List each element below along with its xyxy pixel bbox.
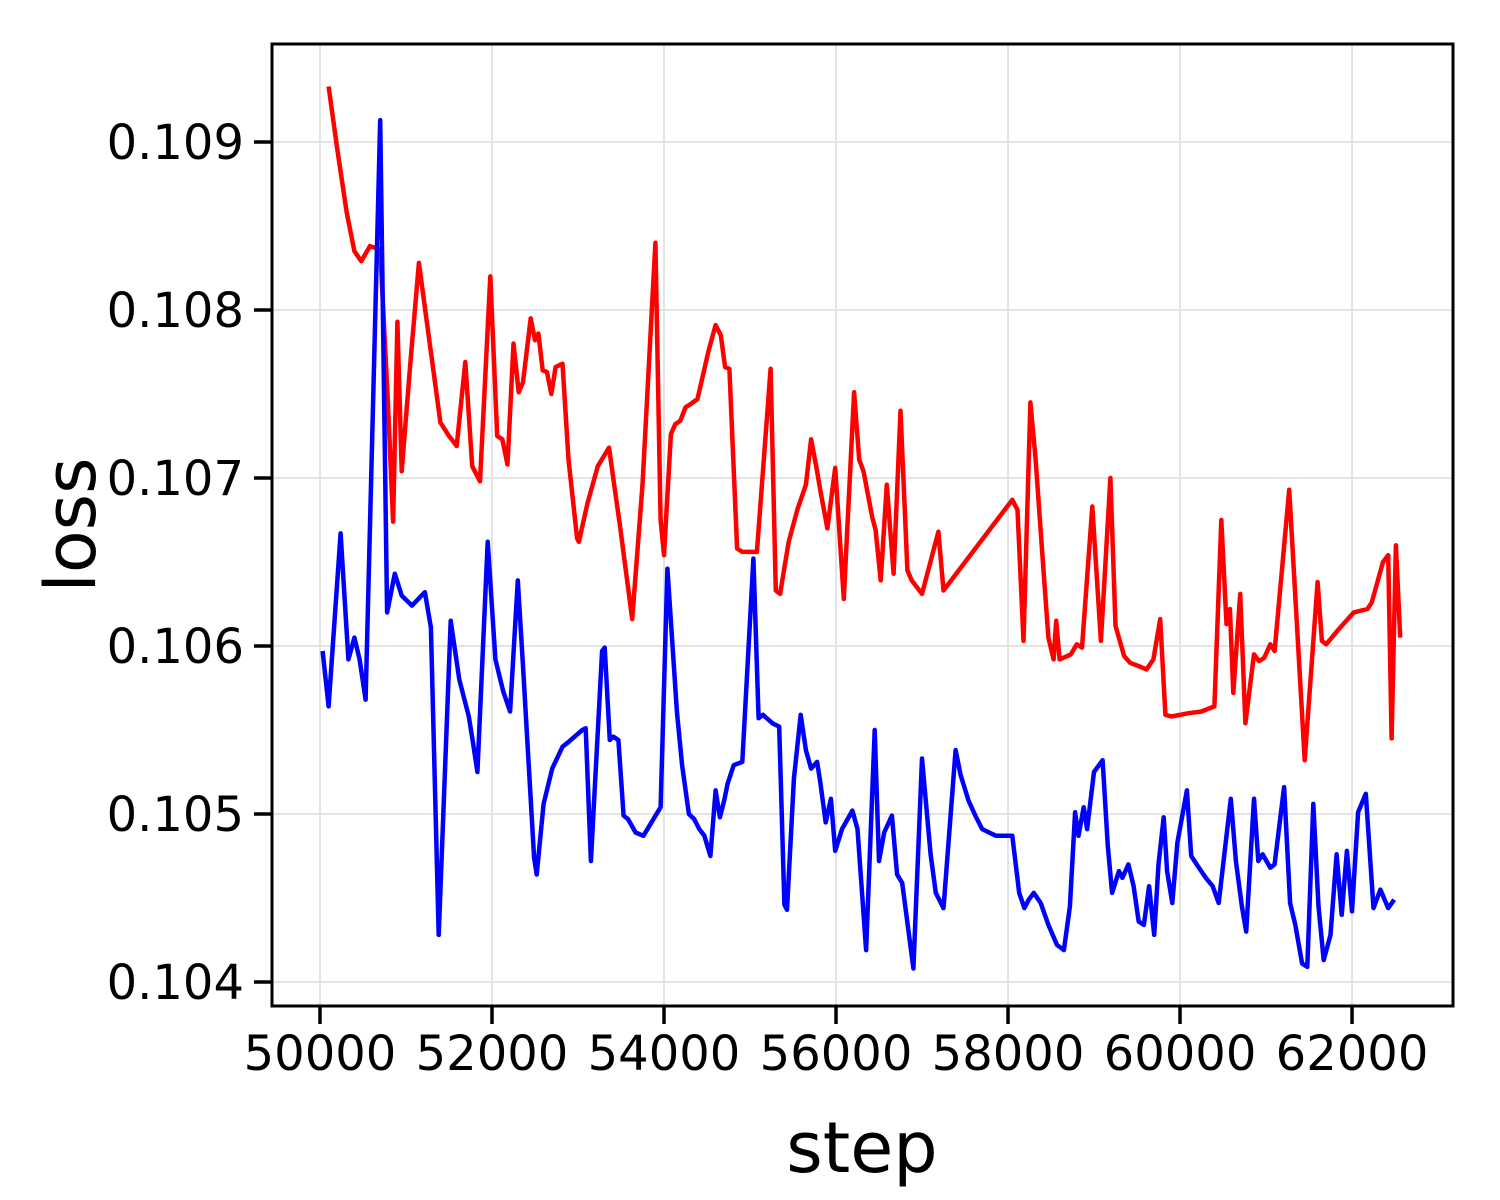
x-tick-label-62000: 62000 <box>1276 1026 1429 1082</box>
x-tick-label-58000: 58000 <box>932 1026 1085 1082</box>
series-lines <box>320 86 1403 971</box>
x-tick-label-52000: 52000 <box>416 1026 569 1082</box>
y-tick-labels: 0.104 0.105 0.106 0.107 0.108 0.109 <box>107 115 244 1011</box>
y-tick-label-0.108: 0.108 <box>107 283 244 339</box>
y-axis-label: loss <box>30 457 112 592</box>
series-line-blue-loss-curve <box>320 117 1397 971</box>
x-tick-labels: 50000 52000 54000 56000 58000 60000 62000 <box>244 1026 1429 1082</box>
axis-ticks <box>254 140 1354 1024</box>
y-tick-label-0.105: 0.105 <box>107 787 244 843</box>
series-line-red-loss-curve <box>326 86 1403 763</box>
x-axis-label: step <box>786 1107 937 1189</box>
y-tick-label-0.109: 0.109 <box>107 115 244 171</box>
x-tick-label-56000: 56000 <box>760 1026 913 1082</box>
x-tick-label-54000: 54000 <box>588 1026 741 1082</box>
y-tick-label-0.104: 0.104 <box>107 955 244 1011</box>
plot-border <box>270 42 1455 1008</box>
y-tick-label-0.106: 0.106 <box>107 619 244 675</box>
x-tick-label-60000: 60000 <box>1104 1026 1257 1082</box>
x-tick-label-50000: 50000 <box>244 1026 397 1082</box>
y-tick-label-0.107: 0.107 <box>107 451 244 507</box>
